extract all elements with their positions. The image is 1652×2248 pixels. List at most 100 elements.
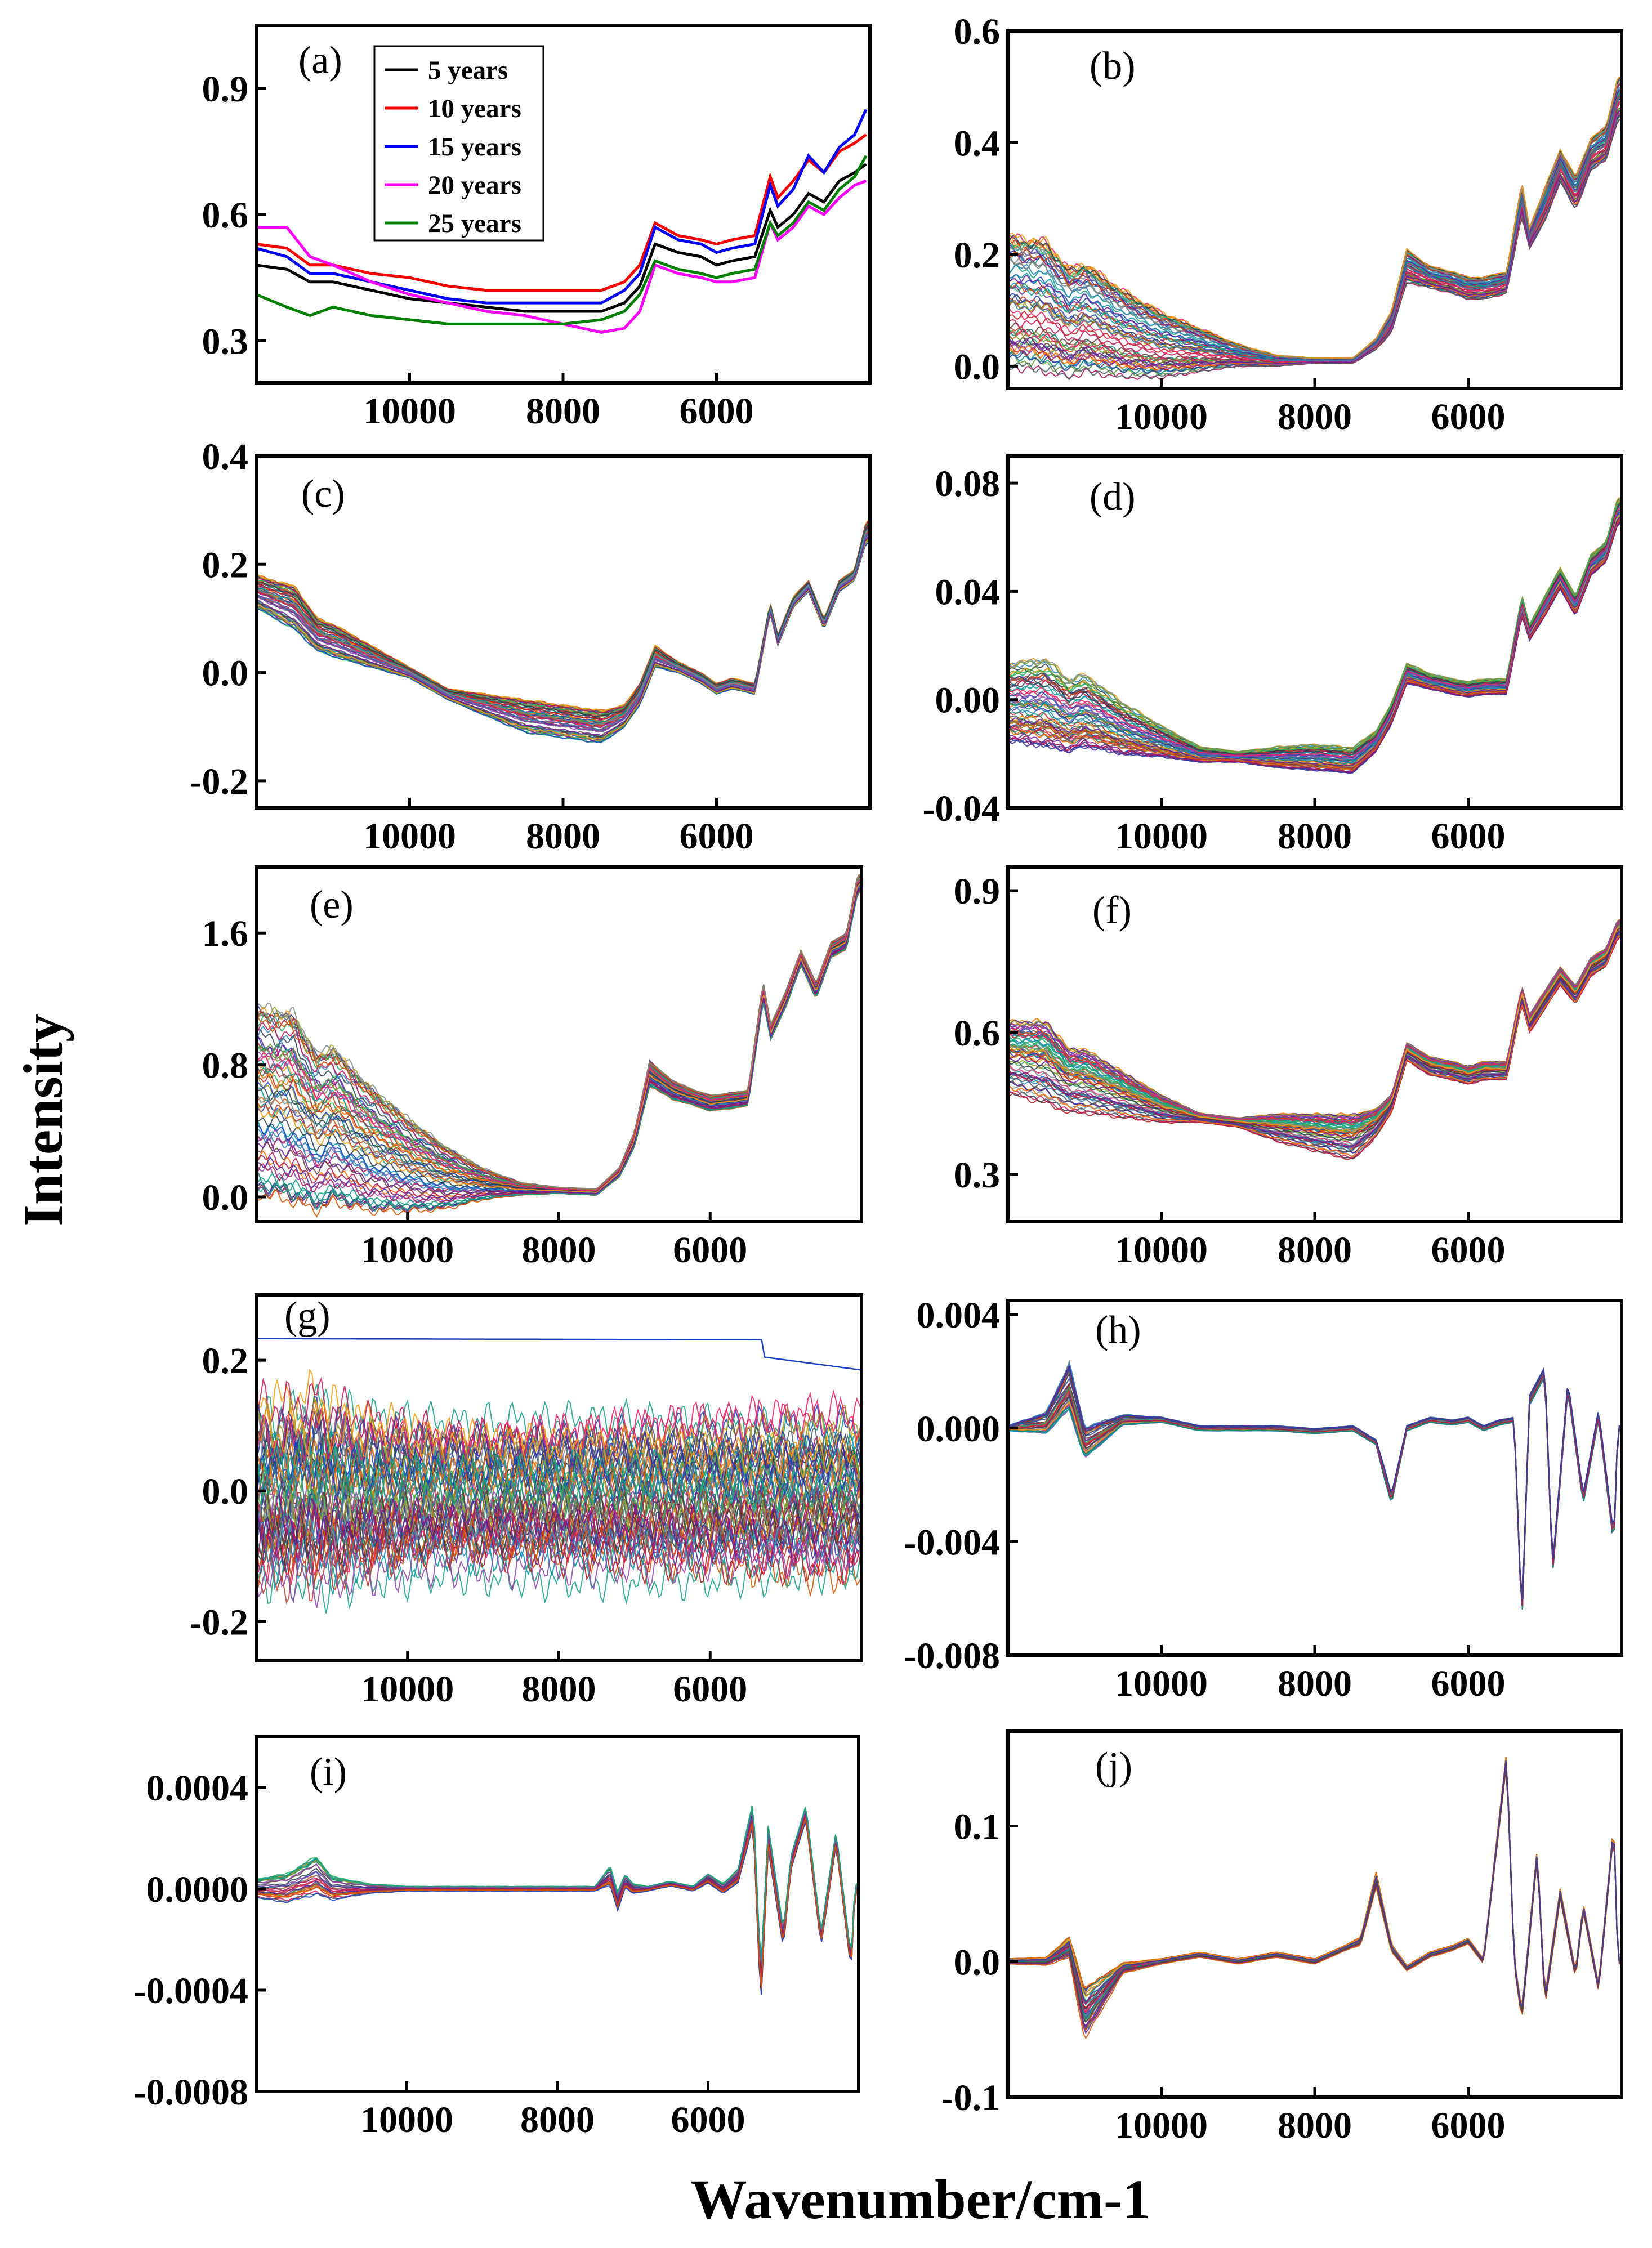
y-tick-label: 0.0 bbox=[202, 1177, 249, 1218]
y-tick-label: -0.008 bbox=[904, 1635, 1000, 1677]
y-tick-label: 0.6 bbox=[954, 11, 1001, 52]
y-tick-label: 0.4 bbox=[954, 123, 1001, 164]
series-line-25-years bbox=[256, 155, 868, 325]
y-tick-label: 0.0 bbox=[202, 1471, 249, 1512]
spectrum-line bbox=[256, 1437, 861, 1501]
spectrum-line bbox=[256, 1481, 861, 1547]
spectrum-line bbox=[256, 1492, 861, 1549]
spectrum-line bbox=[256, 1338, 861, 1371]
panel-label-d: (d) bbox=[1090, 475, 1136, 519]
panel-h: 10000 8000 6000 -0.008 -0.004 0.000 0.004 (h) bbox=[904, 1295, 1623, 1704]
x-tick-label: 6000 bbox=[673, 1230, 747, 1271]
y-tick-label: 1.6 bbox=[202, 913, 249, 954]
x-tick-label: 10000 bbox=[1115, 1230, 1208, 1271]
spectrum-line bbox=[256, 1511, 861, 1568]
spectrum-line bbox=[256, 874, 861, 1190]
spectrum-line bbox=[1008, 501, 1622, 754]
y-tick-label: 0.2 bbox=[202, 1340, 249, 1382]
spectrum-line bbox=[256, 879, 861, 1191]
spectrum-line bbox=[256, 1522, 861, 1588]
plot-area-f bbox=[1008, 918, 1622, 1160]
spectrum-line bbox=[1008, 507, 1622, 757]
spectrum-line bbox=[256, 887, 861, 1196]
x-tick-label: 6000 bbox=[673, 1669, 747, 1710]
y-tick-label: 0.9 bbox=[202, 69, 249, 110]
panel-e: 10000 8000 6000 0.0 0.8 1.6 (e) bbox=[202, 865, 863, 1271]
y-tick-label: 0.2 bbox=[954, 235, 1001, 276]
legend-label: 20 years bbox=[428, 171, 521, 200]
spectrum-line bbox=[256, 1396, 861, 1465]
y-tick-label: 0.3 bbox=[954, 1155, 1001, 1196]
panel-c: 10000 8000 6000 -0.2 0.0 0.2 0.4 (c) bbox=[190, 436, 872, 857]
x-tick-label: 8000 bbox=[526, 816, 600, 857]
spectrum-line bbox=[1008, 1760, 1622, 2008]
x-tick-label: 10000 bbox=[1115, 2105, 1208, 2146]
legend: 5 years 10 years 15 years 20 years 25 years bbox=[373, 45, 544, 242]
plot-area-g bbox=[256, 1338, 861, 1614]
panel-label-a: (a) bbox=[298, 39, 342, 82]
y-tick-label: 0.0000 bbox=[146, 1869, 249, 1910]
y-tick-label: 0.08 bbox=[935, 463, 1001, 504]
x-tick-label: 8000 bbox=[1278, 816, 1352, 857]
y-tick-label: 0.1 bbox=[954, 1807, 1001, 1848]
y-tick-label: 0.04 bbox=[935, 571, 1001, 613]
spectrum-line bbox=[256, 1462, 861, 1521]
figure-y-axis-label: Intensity bbox=[12, 1014, 74, 1227]
x-tick-label: 10000 bbox=[361, 1669, 454, 1710]
legend-label: 25 years bbox=[428, 209, 521, 238]
x-tick-label: 10000 bbox=[363, 816, 456, 857]
spectrum-line bbox=[1008, 922, 1622, 1125]
legend-box bbox=[373, 45, 544, 242]
legend-label: 5 years bbox=[428, 56, 508, 85]
x-tick-label: 10000 bbox=[1115, 816, 1208, 857]
y-tick-label: 0.8 bbox=[202, 1045, 249, 1087]
x-tick-label: 6000 bbox=[671, 2099, 745, 2140]
spectrum-line bbox=[1008, 935, 1622, 1158]
plot-area-e bbox=[256, 873, 861, 1218]
y-tick-label: -0.0008 bbox=[134, 2072, 248, 2113]
panel-label-g: (g) bbox=[284, 1294, 331, 1338]
plot-area-h bbox=[1008, 1360, 1622, 1610]
spectrum-line bbox=[256, 1428, 861, 1497]
y-tick-label: 0.6 bbox=[954, 1013, 1001, 1054]
y-tick-label: 0.0 bbox=[954, 1942, 1001, 1983]
panels: 10000 8000 6000 0.3 0.6 0.9 (a) 5 years 10 years… bbox=[134, 11, 1623, 2146]
y-tick-label: -0.1 bbox=[941, 2077, 1000, 2119]
plot-area-c bbox=[256, 520, 870, 744]
x-tick-label: 10000 bbox=[361, 1230, 454, 1271]
legend-label: 10 years bbox=[428, 94, 521, 123]
y-tick-label: 0.004 bbox=[917, 1295, 1001, 1336]
y-tick-label: -0.2 bbox=[190, 761, 248, 802]
y-tick-label: 0.00 bbox=[935, 680, 1001, 721]
y-tick-label: 0.9 bbox=[954, 871, 1001, 912]
x-tick-label: 10000 bbox=[1115, 396, 1208, 437]
plot-area-j bbox=[1008, 1757, 1622, 2040]
x-tick-label: 10000 bbox=[1115, 1663, 1208, 1704]
x-tick-label: 8000 bbox=[1278, 396, 1352, 437]
y-tick-label: -0.0004 bbox=[134, 1970, 248, 2012]
y-tick-label: 0.0004 bbox=[146, 1768, 249, 1809]
y-tick-label: -0.004 bbox=[904, 1522, 1000, 1563]
panel-label-i: (i) bbox=[310, 1750, 347, 1794]
x-tick-label: 8000 bbox=[522, 1669, 596, 1710]
spectrum-line bbox=[1008, 516, 1622, 767]
y-tick-label: 0.2 bbox=[202, 544, 249, 586]
x-tick-label: 8000 bbox=[1278, 1230, 1352, 1271]
spectrum-line bbox=[1008, 931, 1622, 1148]
y-tick-label: 0.000 bbox=[917, 1409, 1001, 1450]
plot-area-i bbox=[256, 1805, 859, 1995]
panel-a: 10000 8000 6000 0.3 0.6 0.9 (a) 5 years 10 years… bbox=[202, 24, 872, 432]
y-tick-label: -0.04 bbox=[923, 788, 1000, 829]
panel-b: 10000 8000 6000 0.0 0.2 0.4 0.6 (b) bbox=[954, 11, 1623, 437]
x-tick-label: 8000 bbox=[1278, 1663, 1352, 1704]
x-tick-label: 8000 bbox=[522, 1230, 596, 1271]
spectrum-line bbox=[256, 1818, 859, 1989]
y-tick-label: 0.4 bbox=[202, 436, 249, 477]
y-tick-label: 0.3 bbox=[202, 321, 249, 362]
x-tick-label: 6000 bbox=[680, 391, 754, 432]
panel-label-f: (f) bbox=[1092, 889, 1132, 932]
series-line-20-years bbox=[256, 180, 867, 334]
y-tick-label: 0.0 bbox=[202, 653, 249, 694]
x-tick-label: 8000 bbox=[520, 2099, 595, 2140]
